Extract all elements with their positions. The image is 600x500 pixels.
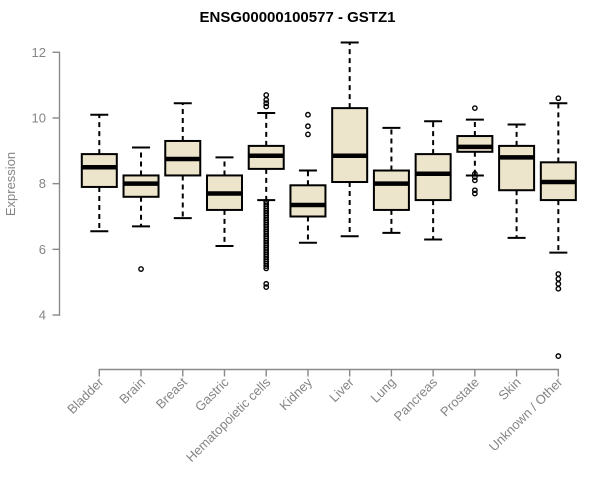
outlier-point xyxy=(263,92,270,98)
box-group-pancreas xyxy=(414,120,452,241)
outlier-point xyxy=(263,97,270,103)
box-group-kidney xyxy=(289,111,327,244)
outlier-point xyxy=(555,280,562,287)
outlier-point xyxy=(555,95,562,102)
x-axis-category-label: Gastric xyxy=(192,374,232,414)
box-group-bladder xyxy=(80,113,118,233)
x-axis-category-label: Breast xyxy=(153,374,190,411)
box-group-gastric xyxy=(205,156,243,248)
outlier-point xyxy=(471,190,478,197)
x-axis-category-label: Liver xyxy=(326,374,357,405)
box-group-unknown-other xyxy=(539,95,577,359)
iqr-box xyxy=(80,153,118,188)
iqr-box xyxy=(331,107,369,184)
box-group-liver xyxy=(331,41,369,238)
outlier-point xyxy=(305,123,311,130)
outlier-point xyxy=(471,105,478,112)
x-axis-category-label: Kidney xyxy=(276,374,315,413)
x-axis-category-label: Skin xyxy=(495,375,523,403)
outlier-point xyxy=(471,187,478,194)
box-group-lung xyxy=(372,126,410,234)
outlier-point xyxy=(555,271,562,277)
box-group-hematopoietic-cells xyxy=(247,92,285,291)
outlier-point xyxy=(471,177,478,184)
outlier-point xyxy=(555,353,562,359)
chart-title: ENSG00000100577 - GSTZ1 xyxy=(199,9,396,26)
outlier-point xyxy=(471,174,478,180)
y-axis-tick-label: 12 xyxy=(32,45,46,60)
iqr-box xyxy=(122,174,160,198)
x-axis-category-label: Prostate xyxy=(437,375,482,420)
y-axis-tick-label: 10 xyxy=(32,110,46,125)
y-axis-tick-label: 8 xyxy=(39,176,46,191)
box-group-skin xyxy=(498,123,536,239)
x-axis-category-label: Pancreas xyxy=(391,374,441,424)
x-axis-category-label: Brain xyxy=(116,375,148,407)
iqr-box xyxy=(372,169,410,211)
box-group-brain xyxy=(122,146,160,272)
y-axis-tick-label: 6 xyxy=(39,242,46,257)
iqr-box xyxy=(498,144,536,192)
x-axis-category-label: Unknown / Other xyxy=(486,374,566,454)
y-axis-label: Expression xyxy=(3,152,18,216)
x-axis-category-label: Lung xyxy=(367,375,398,406)
iqr-box xyxy=(456,135,494,153)
box-group-breast xyxy=(164,102,202,220)
outlier-point xyxy=(555,275,562,282)
iqr-box xyxy=(414,153,452,202)
outlier-point xyxy=(305,131,311,138)
outlier-point xyxy=(555,285,562,292)
outlier-point xyxy=(263,284,270,291)
box-group-prostate xyxy=(456,105,494,197)
x-axis-category-label: Bladder xyxy=(64,374,107,417)
outlier-point xyxy=(263,100,270,107)
outlier-point xyxy=(305,111,311,118)
iqr-box xyxy=(289,184,327,218)
outlier-point xyxy=(471,170,478,177)
outlier-point xyxy=(263,263,270,269)
y-axis-tick-label: 4 xyxy=(39,308,46,323)
outlier-point xyxy=(263,103,270,110)
outlier-point xyxy=(263,265,270,272)
outlier-point xyxy=(138,266,144,272)
outlier-point xyxy=(263,280,270,287)
